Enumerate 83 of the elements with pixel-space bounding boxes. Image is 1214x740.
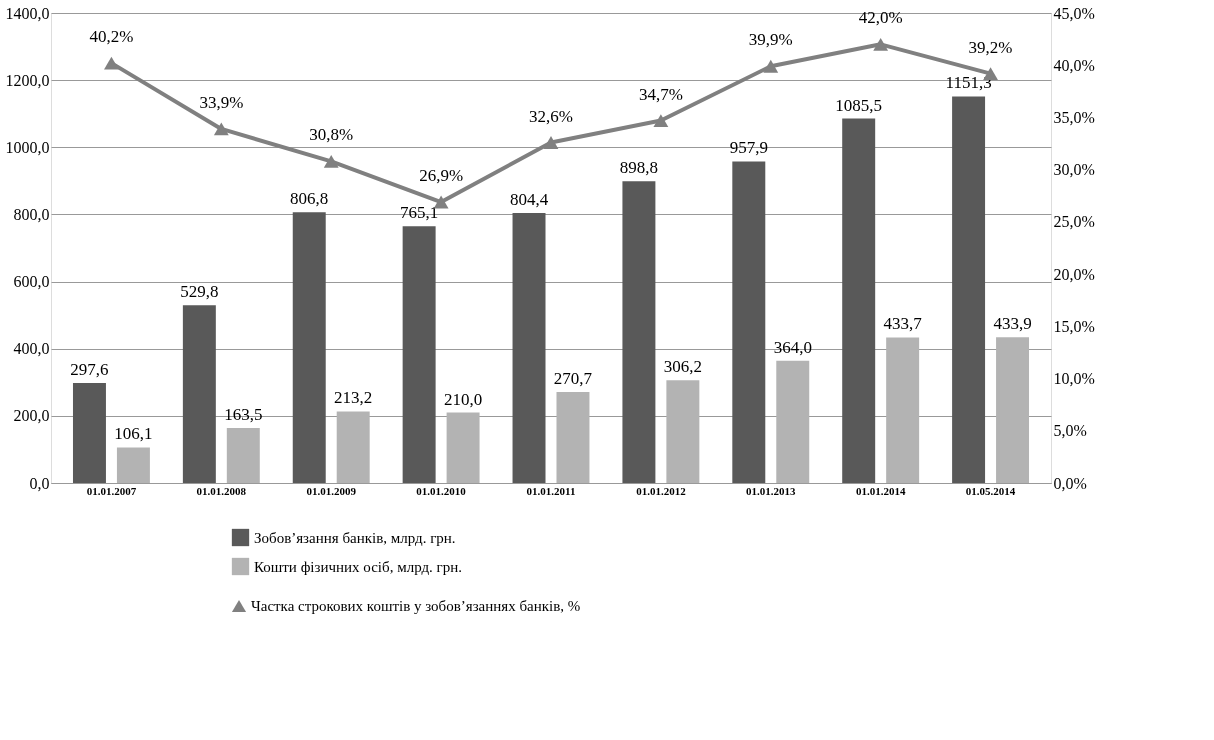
y-tick-label: 800,0 <box>13 205 50 223</box>
data-label: 433,7 <box>883 314 923 334</box>
data-label: 42,0% <box>858 8 903 28</box>
data-label: 33,9% <box>199 92 244 112</box>
bar <box>556 392 590 483</box>
data-label: 1151,3 <box>945 73 992 93</box>
data-label: 898,8 <box>619 158 659 178</box>
x-tick-label: 01.01.2011 <box>526 484 576 497</box>
y-tick-label: 1000,0 <box>5 138 50 156</box>
y-tick-label: 1400,0 <box>5 4 50 22</box>
y2-tick-label: 0,0% <box>1053 474 1087 492</box>
data-label: 213,2 <box>334 388 373 408</box>
data-label: 306,2 <box>663 357 702 377</box>
data-label: 433,9 <box>993 314 1032 334</box>
data-label: 26,9% <box>419 166 464 186</box>
x-tick-label: 01.01.2012 <box>636 484 687 497</box>
x-tick-label: 01.01.2009 <box>306 484 357 497</box>
data-label: 297,6 <box>70 360 109 380</box>
bar <box>182 305 216 483</box>
point <box>873 37 889 51</box>
data-label: 30,8% <box>309 125 354 145</box>
bar <box>666 380 700 483</box>
data-label: 163,5 <box>224 405 263 425</box>
data-label: 529,8 <box>180 282 219 302</box>
bar <box>886 337 920 483</box>
point <box>763 59 779 73</box>
point <box>104 56 119 70</box>
data-label: 39,2% <box>968 37 1013 57</box>
data-label: 765,1 <box>400 203 439 223</box>
legend-label: Частка строкових коштів у зобов’язаннях банків, % <box>251 598 581 614</box>
bar <box>622 181 656 483</box>
y2-tick-label: 20,0% <box>1053 265 1095 283</box>
point <box>543 136 559 149</box>
bar <box>72 383 106 483</box>
point <box>213 122 229 136</box>
data-label: 210,0 <box>443 389 483 409</box>
y2-tick-label: 40,0% <box>1053 56 1095 74</box>
bar <box>732 161 766 483</box>
bar <box>512 212 546 483</box>
y2-tick-label: 15,0% <box>1053 317 1095 335</box>
data-label: 804,4 <box>509 189 549 209</box>
point <box>433 195 449 209</box>
y2-tick-label: 30,0% <box>1053 161 1095 179</box>
point <box>653 114 669 127</box>
x-tick-label: 01.01.2008 <box>196 484 247 497</box>
bar <box>952 96 986 483</box>
data-label: 106,1 <box>114 424 153 444</box>
bar <box>446 412 480 483</box>
data-label: 806,8 <box>290 189 329 209</box>
x-tick-label: 01.01.2010 <box>416 484 467 497</box>
legend-label: Кошти фізичних осіб, млрд. грн. <box>254 558 463 575</box>
data-label: 270,7 <box>553 369 593 389</box>
bar <box>842 118 876 483</box>
legend-label: Зобов’язання банків, млрд. грн. <box>254 529 456 546</box>
data-label: 957,9 <box>729 138 768 158</box>
bar <box>292 212 326 483</box>
x-tick-label: 01.01.2014 <box>855 484 906 497</box>
data-label: 1085,5 <box>835 95 883 115</box>
data-label: 32,6% <box>529 106 573 126</box>
data-label: 39,9% <box>748 30 793 50</box>
y2-tick-label: 45,0% <box>1053 4 1095 22</box>
data-label: 364,0 <box>773 337 812 357</box>
y2-tick-label: 5,0% <box>1053 422 1087 440</box>
y2-tick-label: 35,0% <box>1053 108 1095 126</box>
y2-tick-label: 10,0% <box>1053 370 1095 388</box>
data-label: 34,7% <box>638 84 683 104</box>
x-tick-label: 01.01.2007 <box>86 484 137 497</box>
bar <box>776 360 810 483</box>
bar <box>226 428 260 483</box>
y-tick-label: 600,0 <box>13 273 50 291</box>
x-tick-label: 01.05.2014 <box>965 484 1016 497</box>
y-tick-label: 0,0 <box>29 474 50 492</box>
bar <box>116 447 150 483</box>
bar <box>402 226 436 483</box>
point <box>323 154 339 168</box>
x-tick-label: 01.01.2013 <box>746 484 797 497</box>
y-tick-label: 200,0 <box>13 407 50 425</box>
bar <box>336 411 370 483</box>
y-tick-label: 1200,0 <box>5 71 50 89</box>
data-label: 40,2% <box>89 27 134 47</box>
y-tick-label: 400,0 <box>13 340 50 358</box>
bar <box>996 337 1030 483</box>
y2-tick-label: 25,0% <box>1053 213 1095 231</box>
